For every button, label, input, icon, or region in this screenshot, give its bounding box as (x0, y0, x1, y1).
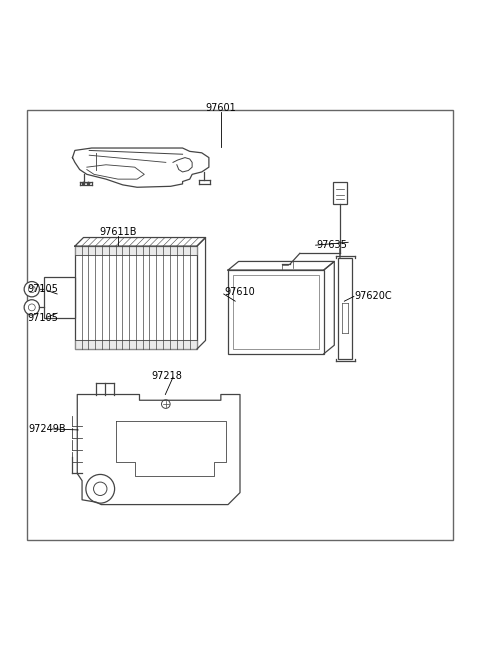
Circle shape (94, 482, 107, 495)
Text: 97105: 97105 (27, 284, 58, 294)
Bar (233, 275, 319, 349)
Circle shape (28, 304, 35, 311)
Bar (338, 258, 352, 358)
Bar (27, 110, 453, 540)
Circle shape (161, 400, 170, 408)
Circle shape (24, 300, 39, 315)
Text: 97610: 97610 (225, 287, 255, 297)
Bar (44, 277, 75, 318)
Text: 97601: 97601 (205, 103, 236, 113)
Text: 97105: 97105 (27, 313, 58, 323)
Text: 97635: 97635 (317, 240, 348, 250)
Text: 97620C: 97620C (355, 291, 393, 301)
Bar (75, 246, 197, 349)
Bar (333, 183, 347, 204)
Text: 97611B: 97611B (99, 227, 137, 236)
Text: 97218: 97218 (152, 371, 182, 381)
Bar (228, 270, 324, 354)
Circle shape (28, 286, 35, 293)
Text: 97249B: 97249B (28, 424, 66, 434)
Circle shape (86, 474, 115, 503)
Circle shape (24, 282, 39, 297)
